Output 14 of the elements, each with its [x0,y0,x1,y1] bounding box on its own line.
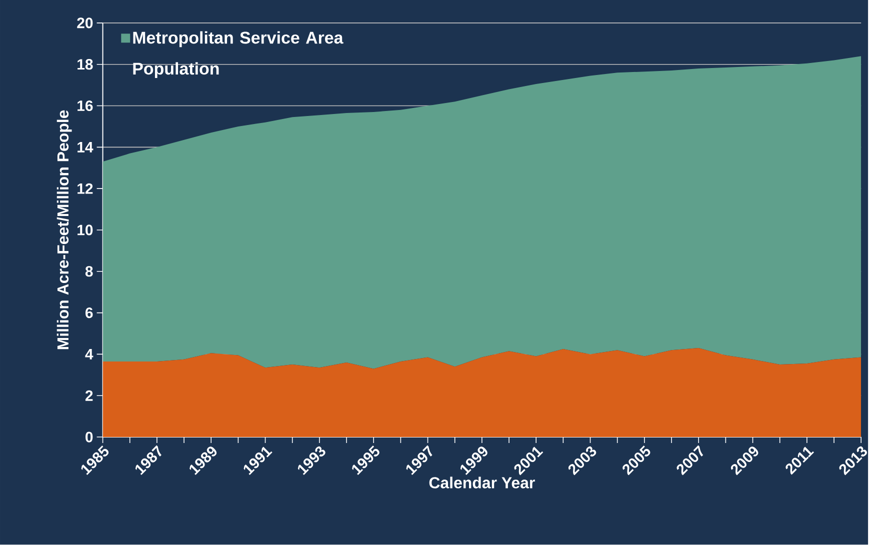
y-tick-label: 4 [85,349,94,360]
legend-label: Metropolitan Service Area Population [133,31,344,78]
y-tick-label: 10 [78,224,93,236]
y-tick-label: 20 [77,18,93,28]
y-tick-label: 16 [78,100,93,112]
y-tick-label: 6 [85,308,93,318]
y-tick-label: 14 [78,142,94,152]
x-axis-title: Calendar Year [429,476,535,489]
y-tick-label: 18 [78,59,93,70]
y-tick-label: 0 [86,432,93,442]
y-tick-label: 2 [85,390,93,401]
y-tick-label: 8 [85,266,93,277]
y-axis-title: Million Acre-Feet/Million People [56,110,72,350]
y-tick-label: 12 [78,183,93,194]
